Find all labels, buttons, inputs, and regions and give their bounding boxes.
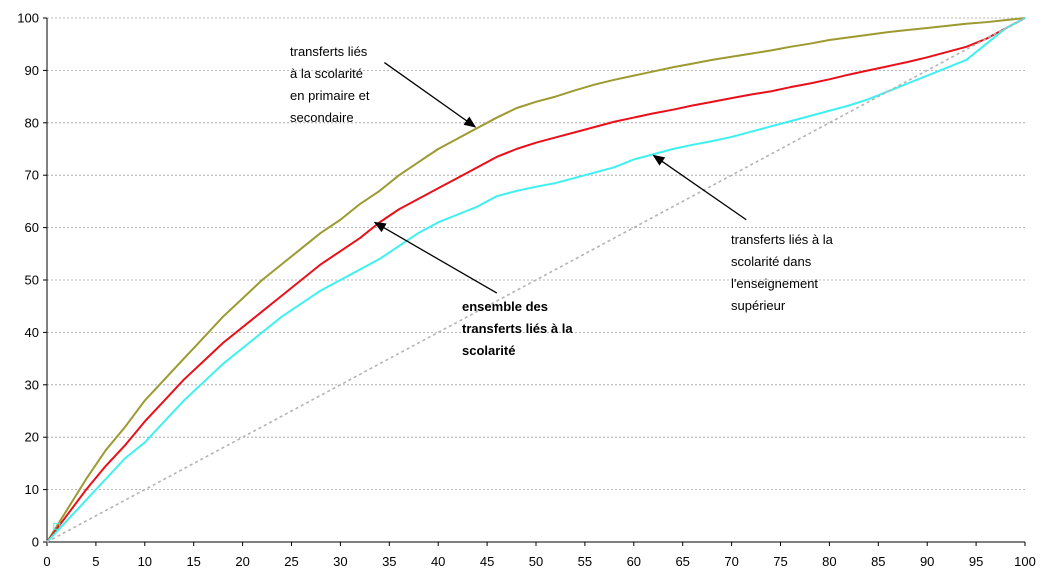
y-tick-label-100: 100 bbox=[17, 11, 39, 26]
annotation-arrow-superieur bbox=[652, 154, 747, 221]
x-tick-label-25: 25 bbox=[284, 554, 298, 569]
x-tick-label-50: 50 bbox=[529, 554, 543, 569]
x-tick-label-45: 45 bbox=[480, 554, 494, 569]
x-tick-label-65: 65 bbox=[675, 554, 689, 569]
y-axis-ticks: 0 10 20 30 40 50 60 70 80 90 100 bbox=[17, 11, 47, 550]
x-tick-label-55: 55 bbox=[578, 554, 592, 569]
x-tick-label-5: 5 bbox=[92, 554, 99, 569]
y-tick-label-70: 70 bbox=[25, 168, 39, 183]
y-tick-label-0: 0 bbox=[32, 535, 39, 550]
annotation-ensemble-line-0: ensemble des bbox=[462, 299, 548, 314]
annotations: transferts liés à la scolarité en primaire… bbox=[290, 44, 834, 358]
y-tick-label-40: 40 bbox=[25, 325, 39, 340]
annotation-arrow-ensemble bbox=[373, 221, 498, 294]
y-tick-label-50: 50 bbox=[25, 273, 39, 288]
x-tick-label-70: 70 bbox=[724, 554, 738, 569]
y-tick-label-80: 80 bbox=[25, 115, 39, 130]
annotation-ensemble-line-2: scolarité bbox=[462, 343, 515, 358]
gridlines bbox=[47, 17, 1025, 491]
annotation-primaire-secondaire-line-0: transferts liés bbox=[290, 44, 368, 59]
annotation-superieur-line-0: transferts liés à la bbox=[731, 232, 834, 247]
y-tick-label-20: 20 bbox=[25, 430, 39, 445]
x-tick-label-90: 90 bbox=[920, 554, 934, 569]
series-line-1 bbox=[46, 17, 1026, 543]
x-tick-label-95: 95 bbox=[969, 554, 983, 569]
annotation-ensemble-line-1: transferts liés à la bbox=[462, 321, 573, 336]
x-tick-label-85: 85 bbox=[871, 554, 885, 569]
series-lines bbox=[46, 17, 1026, 543]
x-axis-ticks: 0 5 10 15 20 25 30 35 40 45 50 55 60 65 70 75 80 85 90 95 10… bbox=[43, 542, 1036, 569]
annotation-primaire-secondaire-line-1: à la scolarité bbox=[290, 66, 363, 81]
y-tick-label-90: 90 bbox=[25, 63, 39, 78]
x-tick-label-15: 15 bbox=[186, 554, 200, 569]
x-tick-label-100: 100 bbox=[1014, 554, 1036, 569]
annotation-superieur-line-1: scolarité dans bbox=[731, 254, 812, 269]
x-tick-label-60: 60 bbox=[627, 554, 641, 569]
series-line-2 bbox=[46, 17, 1026, 543]
x-tick-label-40: 40 bbox=[431, 554, 445, 569]
x-tick-label-20: 20 bbox=[235, 554, 249, 569]
y-tick-label-10: 10 bbox=[25, 482, 39, 497]
x-tick-label-35: 35 bbox=[382, 554, 396, 569]
annotation-superieur-line-3: supérieur bbox=[731, 298, 786, 313]
series-line-3 bbox=[46, 17, 1026, 543]
x-tick-label-10: 10 bbox=[138, 554, 152, 569]
x-tick-label-30: 30 bbox=[333, 554, 347, 569]
y-tick-label-60: 60 bbox=[25, 220, 39, 235]
annotation-superieur-line-2: l'enseignement bbox=[731, 276, 818, 291]
series-line-0 bbox=[46, 17, 1026, 543]
annotation-primaire-secondaire-line-3: secondaire bbox=[290, 110, 354, 125]
x-tick-label-75: 75 bbox=[773, 554, 787, 569]
annotation-primaire-secondaire-line-2: en primaire et bbox=[290, 88, 370, 103]
x-tick-label-0: 0 bbox=[43, 554, 50, 569]
annotation-arrow-primaire-secondaire bbox=[384, 62, 477, 128]
origin-marker bbox=[53, 522, 61, 530]
y-tick-label-30: 30 bbox=[25, 377, 39, 392]
x-tick-label-80: 80 bbox=[822, 554, 836, 569]
